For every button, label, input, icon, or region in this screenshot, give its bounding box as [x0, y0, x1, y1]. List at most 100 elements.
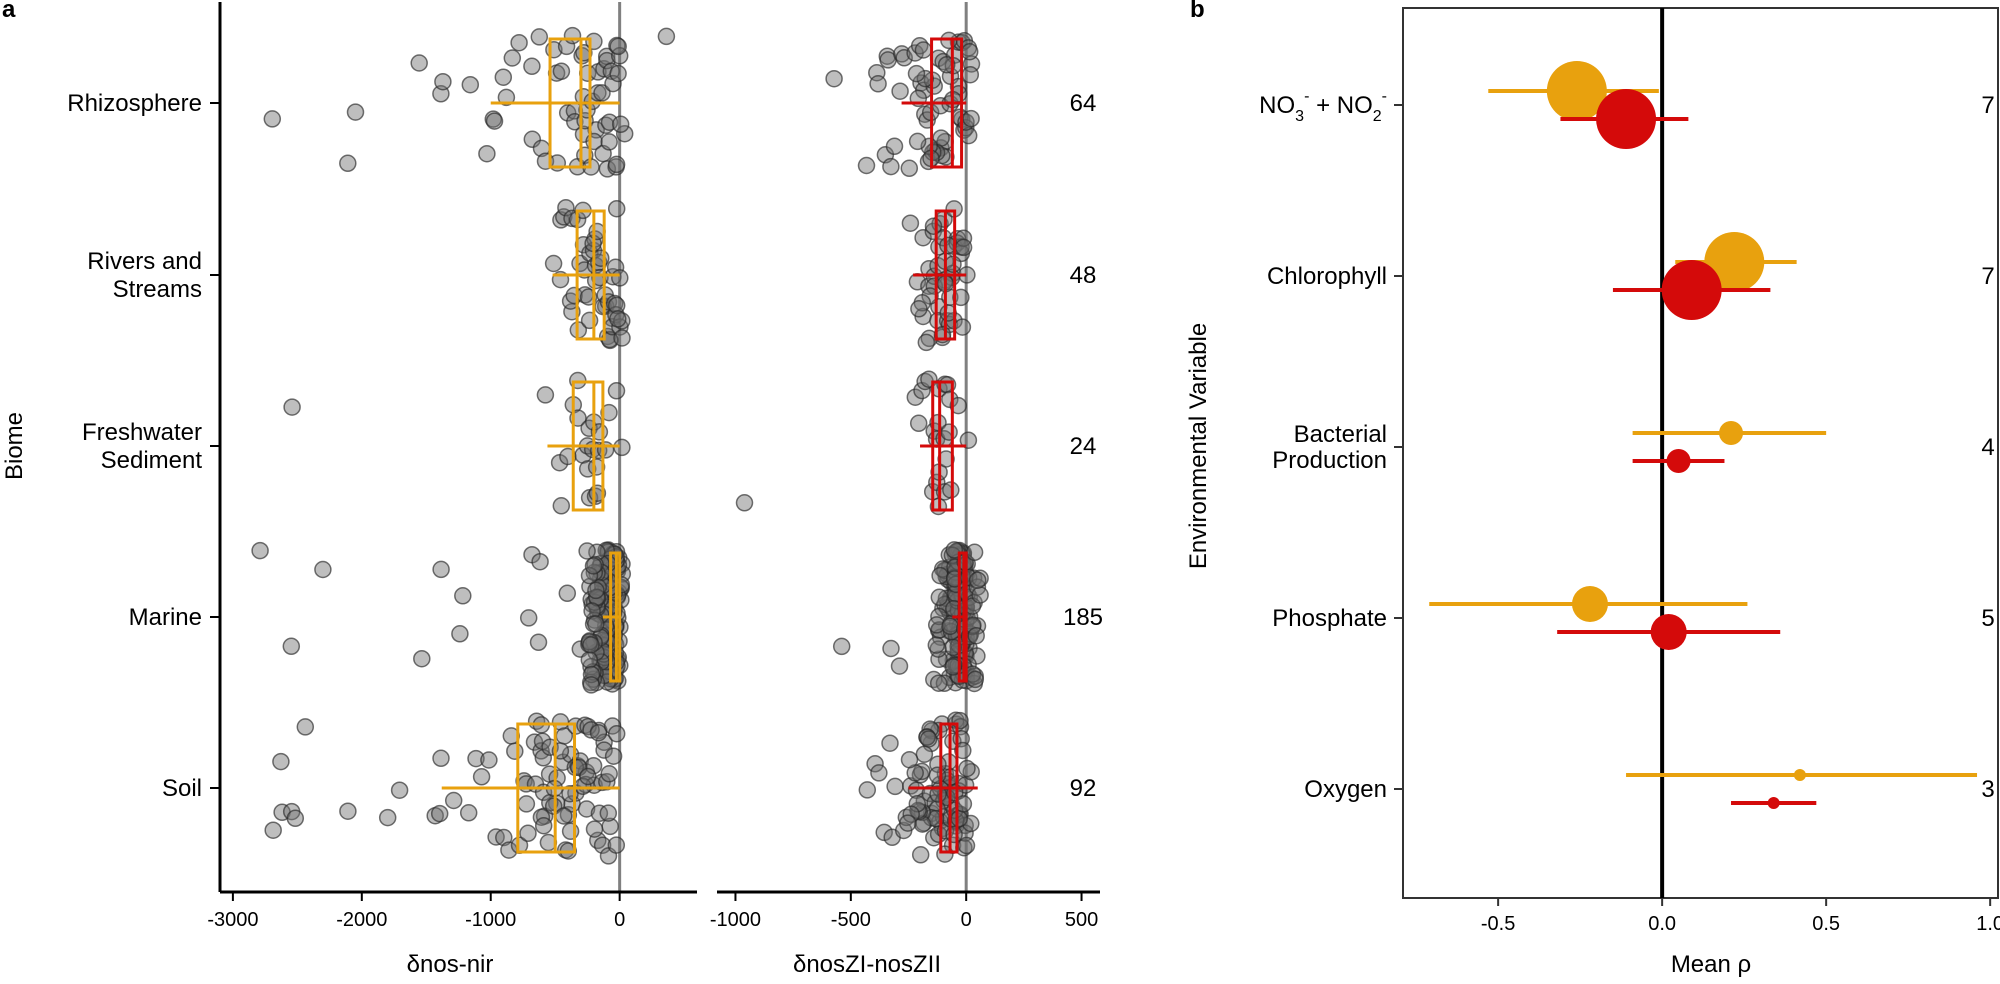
data-point-nosz-soil-2 [870, 764, 888, 782]
data-point-nosz-marine-177 [968, 571, 987, 589]
data-point-nos-nir-soil-10 [430, 804, 449, 823]
data-point-nos-nir-rhizosphere-40 [585, 32, 603, 51]
data-point-nosz-soil-92 [899, 814, 917, 832]
data-point-nosz-rhizosphere-53 [933, 146, 951, 165]
data-point-nos-nir-freshwater-sediment-20 [596, 441, 615, 459]
data-point-nosz-rivers-and-streams-33 [954, 238, 973, 257]
data-point-nosz-rivers-and-streams-29 [953, 318, 972, 336]
data-point-nos-nir-rivers-and-streams-0 [544, 254, 563, 273]
data-point-nos-nir-rhizosphere-0 [263, 110, 282, 128]
data-point-nosz-soil-6 [886, 777, 904, 796]
data-point-nosz-rivers-and-streams-27 [952, 288, 970, 307]
y-tick-label-b-bacterial-production-0: Bacterial [1294, 421, 1387, 448]
data-point-nos-nir-rivers-and-streams-42 [607, 296, 626, 315]
data-point-nosz-rhizosphere-11 [895, 49, 913, 67]
data-point-nos-nir-soil-11 [432, 749, 450, 768]
data-point-nos-nir-soil-14 [467, 749, 485, 768]
data-point-nosz-soil-43 [957, 836, 976, 855]
y-tick-label-rivers-and-streams-0: Rivers and [87, 248, 202, 275]
data-point-nos-nir-rivers-and-streams-4 [557, 198, 575, 217]
data-point-nos-nir-soil-49 [577, 800, 596, 818]
box-nosz-rhizosphere [930, 37, 964, 169]
data-point-nos-nir-marine-7 [519, 609, 538, 627]
x-axis-title-nosz: δnosZI-nosZII [793, 951, 941, 978]
data-point-nos-nir-rhizosphere-23 [558, 104, 577, 122]
data-point-nos-nir-rivers-and-streams-47 [613, 329, 631, 347]
data-point-nos-nir-marine-185 [580, 651, 599, 669]
data-point-nosz-marine-2 [890, 657, 909, 675]
mean-point-red-no3-no2 [1596, 89, 1657, 149]
data-point-nosz-marine-173 [967, 626, 985, 645]
data-point-nos-nir-soil-60 [607, 836, 626, 854]
data-point-nos-nir-soil-16 [480, 751, 498, 769]
data-point-nos-nir-soil-91 [604, 747, 623, 765]
mean-point-orange-bacterial-production [1719, 421, 1744, 445]
data-point-nosz-soil-72 [928, 766, 947, 785]
data-point-nos-nir-soil-65 [534, 816, 553, 835]
data-point-nosz-rhizosphere-12 [900, 159, 919, 178]
data-point-nosz-marine-168 [966, 670, 985, 689]
x-tick-label-nos-nir-3: 0 [614, 909, 625, 931]
label-part-5: - [1382, 88, 1387, 105]
data-point-nosz-freshwater-sediment-23 [959, 431, 978, 449]
data-point-nos-nir-soil-84 [585, 820, 604, 838]
n-label-marine: 185 [1063, 604, 1103, 631]
data-point-nos-nir-rhizosphere-11 [497, 88, 516, 107]
data-point-nos-nir-rhizosphere-25 [563, 26, 582, 45]
data-point-nosz-marine-1 [882, 639, 900, 658]
data-point-nos-nir-rhizosphere-5 [434, 72, 452, 91]
box-nos-nir-soil [516, 722, 577, 854]
data-point-nosz-soil-82 [915, 745, 934, 763]
data-point-nos-nir-soil-12 [444, 791, 463, 810]
data-point-nosz-marine-169 [965, 543, 984, 562]
data-point-nos-nir-soil-36 [548, 769, 566, 787]
data-point-nos-nir-freshwater-sediment-1 [536, 386, 555, 404]
y-tick-label-marine-0: Marine [129, 604, 202, 631]
y-axis-title-biome: Biome [1, 412, 28, 480]
data-point-nos-nir-soil-85 [590, 804, 609, 823]
mean-point-orange-phosphate [1571, 586, 1608, 622]
data-point-nosz-soil-68 [954, 741, 972, 760]
data-point-nos-nir-rhizosphere-7 [478, 144, 496, 163]
data-point-nos-nir-soil-50 [584, 756, 603, 775]
data-point-nosz-rivers-and-streams-41 [910, 300, 928, 318]
data-point-nosz-soil-81 [919, 730, 938, 748]
data-point-nosz-soil-0 [858, 781, 877, 799]
data-point-nosz-marine-175 [971, 586, 989, 604]
x-tick-label-b-0: -0.5 [1481, 913, 1515, 935]
data-point-nos-nir-marine-0 [251, 541, 269, 560]
data-point-nos-nir-rhizosphere-55 [608, 36, 626, 55]
data-point-nos-nir-soil-54 [593, 836, 612, 854]
n-label-rhizosphere: 64 [1070, 90, 1097, 117]
data-point-nos-nir-soil-21 [506, 742, 524, 760]
n-label-b-chlorophyll: 7 [1981, 263, 1994, 290]
data-point-nos-nir-marine-3 [413, 649, 431, 668]
data-point-nosz-soil-88 [908, 795, 927, 813]
data-point-nos-nir-marine-188 [582, 636, 600, 654]
data-point-nos-nir-rhizosphere-63 [657, 27, 676, 46]
mean-point-red-chlorophyll [1661, 260, 1722, 320]
data-point-nosz-rhizosphere-47 [962, 109, 980, 128]
data-point-nosz-soil-4 [881, 734, 899, 752]
x-tick-label-nosz-1: -500 [831, 909, 871, 931]
label-part-0: NO [1259, 92, 1295, 119]
data-point-nosz-freshwater-sediment-22 [949, 396, 968, 415]
x-tick-label-nosz-0: -1000 [710, 909, 761, 931]
data-point-nosz-rhizosphere-62 [907, 64, 926, 83]
data-point-nos-nir-marine-11 [558, 584, 577, 603]
data-point-nosz-rhizosphere-9 [891, 82, 909, 100]
x-tick-label-nos-nir-0: -3000 [207, 909, 258, 931]
data-point-nos-nir-marine-189 [582, 676, 600, 694]
data-point-nos-nir-soil-90 [599, 804, 618, 822]
y-tick-label-b-no3-no2: NO3- + NO2- [1259, 88, 1387, 125]
data-point-nos-nir-rivers-and-streams-46 [609, 310, 627, 328]
data-point-nosz-soil-84 [913, 762, 931, 781]
subplot-nos-nir: -3000 -2000 -1000 0 Rhizosphere Rivers andStr… [67, 2, 697, 931]
mean-point-orange-no3-no2 [1546, 61, 1607, 121]
data-point-nos-nir-marine-1 [282, 637, 301, 656]
n-label-b-no3-no2: 7 [1981, 92, 1994, 119]
x-tick-label-nosz-3: 500 [1065, 909, 1098, 931]
data-point-nos-nir-freshwater-sediment-22 [607, 382, 626, 400]
